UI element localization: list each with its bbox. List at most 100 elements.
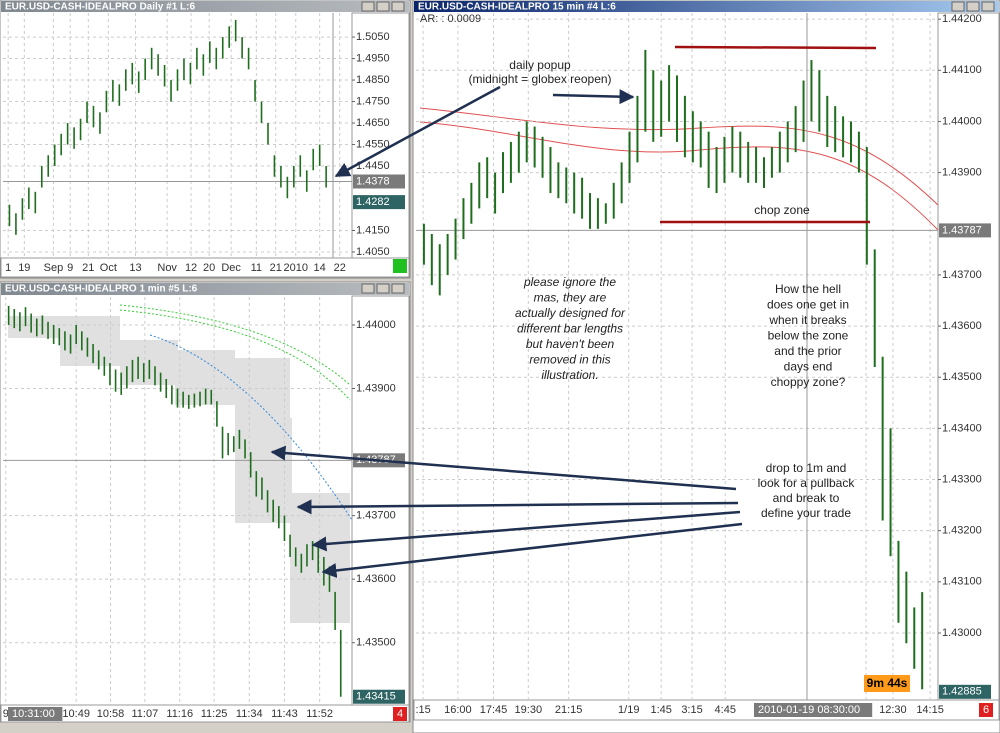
- y-tick-label: 1.43900: [942, 167, 982, 179]
- crosshair-price: 1.43787: [942, 224, 982, 236]
- x-tick-label: 10:49: [62, 708, 90, 720]
- y-tick-label: 1.5050: [356, 31, 390, 43]
- annotation-line: and break to: [773, 491, 840, 505]
- corner-box: [393, 707, 407, 721]
- y-tick-label: 1.43700: [942, 269, 982, 281]
- y-tick-label: 1.43500: [942, 371, 982, 383]
- x-tick-label: Oct: [100, 262, 117, 274]
- x-tick-label: 1: [5, 262, 11, 274]
- annotation-line: mas, they are: [534, 291, 607, 305]
- annotation-line: different bar lengths: [517, 322, 623, 336]
- window-title: EUR.USD-CASH-IDEALPRO 1 min #5 L:6: [5, 284, 198, 295]
- y-tick-label: 1.43200: [942, 525, 982, 537]
- x-tick-label: 11:25: [201, 708, 228, 720]
- annotation-line: How the hell: [775, 282, 841, 296]
- annotation-line: define your trade: [761, 506, 851, 520]
- x-tick-label: 11:43: [271, 708, 298, 720]
- time-box: [754, 703, 873, 717]
- x-tick-label: 10:58: [97, 708, 125, 720]
- window-buttons[interactable]: [361, 1, 405, 12]
- window-buttons[interactable]: [361, 283, 405, 294]
- y-tick-label: 1.4750: [356, 95, 390, 107]
- last-price: 1.43415: [356, 691, 396, 703]
- x-tick-label: 9: [67, 262, 73, 274]
- x-tick-label: 13: [129, 262, 141, 274]
- x-tick-label: 12: [185, 262, 197, 274]
- y-tick-label: 1.43400: [942, 422, 982, 434]
- x-tick-label: 11:52: [306, 708, 333, 720]
- y-tick-label: 1.4950: [356, 52, 390, 64]
- annotation-line: drop to 1m and: [766, 461, 847, 475]
- x-tick-label: 14:15: [916, 704, 944, 716]
- last-price: 1.4282: [356, 196, 390, 208]
- annotation: chop zone: [754, 203, 810, 217]
- time-box: [8, 707, 63, 721]
- y-tick-label: 1.44000: [356, 319, 396, 331]
- price-box: [353, 174, 405, 189]
- range-line: [674, 45, 877, 50]
- plots: 1.5050 1.4950 1.4850 1.4750 1.4650 1.4550 1.44…: [3, 13, 993, 721]
- annotations: daily popup(midnight = globex reopen) ple…: [270, 45, 877, 578]
- annotation-line: when it breaks: [768, 313, 846, 327]
- x-tick-label: 21: [82, 262, 94, 274]
- annotation-line: (midnight = globex reopen): [468, 72, 611, 86]
- annotation-line: removed in this: [529, 353, 610, 367]
- arrows: [270, 85, 743, 578]
- x-tick-label: 11:16: [166, 708, 193, 720]
- moving-average: [119, 304, 351, 386]
- annotation-line: look for a pullback: [758, 476, 856, 490]
- x-tick-label: 16:00: [444, 704, 472, 716]
- moving-average: [119, 309, 351, 401]
- x-tick-label: 4:45: [715, 704, 736, 716]
- window-title: EUR.USD-CASH-IDEALPRO Daily #1 L:6: [5, 2, 195, 13]
- crosshair-time: 10:31:00: [12, 708, 55, 720]
- annotation-line: daily popup: [509, 58, 571, 72]
- window-buttons[interactable]: [951, 1, 995, 12]
- corner-label: 6: [983, 704, 989, 716]
- annotation-line: please ignore the: [523, 275, 616, 289]
- price-box: [939, 223, 991, 238]
- y-tick-label: 1.44100: [942, 64, 982, 76]
- x-tick-label: 11:34: [236, 708, 263, 720]
- x-tick-label: 2010: [284, 262, 308, 274]
- x-tick-label: 21:15: [555, 704, 583, 716]
- fifteen-window: EUR.USD-CASH-IDEALPRO 15 min #4 L:6: [412, 0, 1000, 733]
- window-title: EUR.USD-CASH-IDEALPRO 15 min #4 L:6: [418, 2, 616, 13]
- x-tick-label: 3:15: [681, 704, 702, 716]
- x-tick-label: 17:45: [480, 704, 508, 716]
- minute-window: EUR.USD-CASH-IDEALPRO 1 min #5 L:6: [0, 281, 411, 723]
- y-tick-label: 1.4650: [356, 117, 390, 129]
- annotation-line: days end: [784, 360, 833, 374]
- y-tick-label: 1.43500: [356, 637, 396, 649]
- y-tick-label: 1.43600: [942, 320, 982, 332]
- y-tick-label: 1.4850: [356, 74, 390, 86]
- indicator: AR: : 0.0009: [420, 13, 481, 25]
- x-tick-label: 20: [203, 262, 215, 274]
- x-tick-label: Dec: [221, 262, 241, 274]
- last-price: 1.42885: [942, 686, 982, 698]
- timer: 9m 44s: [867, 676, 908, 690]
- y-tick-label: 1.4150: [356, 224, 390, 236]
- annotation-line: and the prior: [774, 344, 841, 358]
- y-tick-label: 1.43900: [356, 382, 396, 394]
- x-tick-label: 11: [251, 262, 262, 274]
- crosshair-time: 2010-01-19 08:30:00: [758, 704, 860, 716]
- x-tick-label: 9: [3, 708, 9, 720]
- annotation-line: below the zone: [768, 329, 849, 343]
- x-tick-label: 1/19: [618, 704, 639, 716]
- y-tick-label: 1.4450: [356, 160, 390, 172]
- y-tick-label: 1.4050: [356, 246, 390, 258]
- price-box: [939, 684, 991, 699]
- timer-box: [864, 675, 910, 692]
- x-tick-label: 22: [334, 262, 346, 274]
- x-tick-label: 12:30: [879, 704, 907, 716]
- y-tick-label: 1.43300: [942, 473, 982, 485]
- x-tick-label: 11:07: [131, 708, 158, 720]
- x-tick-label: Sep: [44, 262, 64, 274]
- x-tick-label: Nov: [157, 262, 177, 274]
- crosshair-price: 1.4378: [356, 175, 390, 187]
- annotation-line: does one get in: [767, 298, 849, 312]
- price-box: [353, 195, 405, 210]
- annotation-line: choppy zone?: [771, 375, 846, 389]
